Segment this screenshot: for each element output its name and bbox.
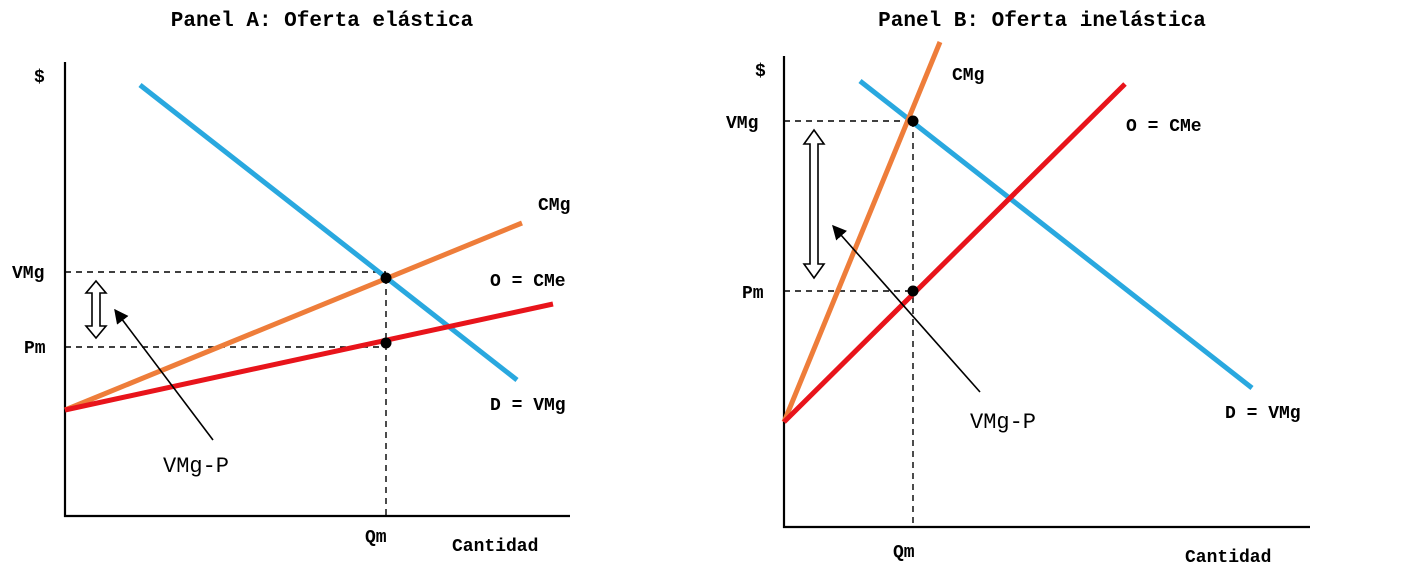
panel-b-cmg-curve — [781, 41, 943, 423]
panel-b-supply-label: O = CMe — [1126, 117, 1202, 137]
panel-b-qm-tick: Qm — [893, 543, 915, 563]
panel-a-demand-label: D = VMg — [490, 396, 566, 416]
panel-a-gap-double-arrow — [84, 279, 108, 340]
panel-a-qm-tick: Qm — [365, 528, 387, 548]
panel-b-gap-label: VMg-P — [970, 410, 1036, 435]
panel-b-y-label: $ — [755, 62, 766, 82]
panel-b-demand-curve — [858, 79, 1254, 390]
panel-a-vmg-point — [380, 272, 392, 284]
panel-a-vmg-tick: VMg — [12, 264, 44, 284]
panel-b: Panel B: Oferta inelástica $ Cantidad VM… — [726, 10, 1310, 568]
panel-a-demand-curve — [138, 83, 519, 382]
panel-a: Panel A: Oferta elástica $ Cantidad VMg … — [12, 10, 570, 557]
panel-b-cmg-label: CMg — [952, 66, 984, 86]
panel-b-gap-pointer-arrow — [832, 224, 981, 393]
panel-b-supply-curve — [782, 82, 1127, 424]
panel-a-title: Panel A: Oferta elástica — [171, 10, 474, 33]
panel-a-cmg-curve — [64, 220, 523, 413]
panel-a-cmg-label: CMg — [538, 196, 570, 216]
panel-b-pm-point — [907, 285, 919, 297]
panel-a-supply-label: O = CMe — [490, 272, 566, 292]
panel-a-pm-tick: Pm — [24, 339, 46, 359]
panel-b-gap-double-arrow — [802, 128, 826, 280]
panel-a-y-label: $ — [34, 68, 45, 88]
panel-a-pm-point — [380, 337, 392, 349]
panel-a-gap-label: VMg-P — [163, 454, 229, 479]
panel-b-title: Panel B: Oferta inelástica — [878, 10, 1206, 33]
panel-b-x-label: Cantidad — [1185, 548, 1271, 568]
panel-a-x-label: Cantidad — [452, 537, 538, 557]
panel-b-vmg-tick: VMg — [726, 114, 758, 134]
panel-b-demand-label: D = VMg — [1225, 404, 1301, 424]
panel-a-gap-pointer-arrow — [114, 308, 214, 441]
panel-b-vmg-point — [907, 115, 919, 127]
panel-a-supply-curve — [64, 301, 554, 413]
panel-b-pm-tick: Pm — [742, 284, 764, 304]
